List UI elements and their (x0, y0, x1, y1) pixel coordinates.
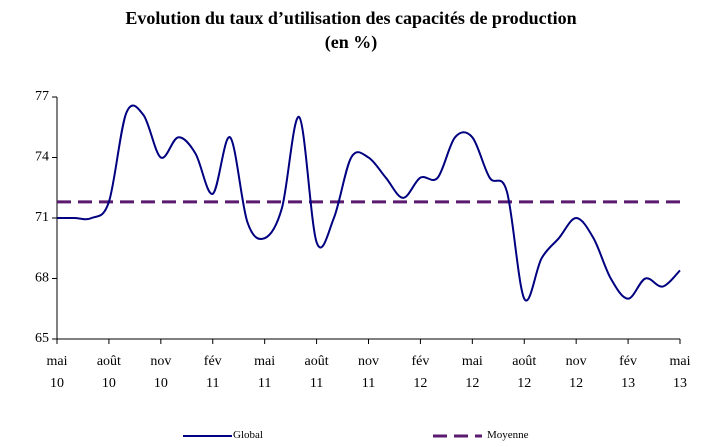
x-tick-label: nov 12 (565, 354, 587, 391)
x-tick-label: mai 10 (46, 354, 68, 391)
x-tick-label: fév 12 (411, 354, 430, 391)
x-tick-label: août 12 (512, 354, 537, 391)
x-tick-label: nov 10 (150, 354, 172, 391)
y-tick-label: 77 (35, 89, 49, 104)
x-tick-label: mai 11 (254, 354, 276, 391)
x-tick-label: mai 13 (669, 354, 691, 391)
line (57, 104, 681, 302)
legend-label: Moyenne (487, 429, 529, 441)
x-tick-label: août 11 (304, 354, 329, 391)
chart-title: Evolution du taux d’utilisation des capa… (125, 8, 577, 28)
y-tick-label: 65 (35, 331, 49, 346)
x-tick-label: août 10 (96, 354, 121, 391)
y-tick-label: 71 (35, 210, 49, 225)
chart-subtitle: (en %) (324, 32, 378, 52)
x-tick-label: fév 11 (203, 354, 222, 391)
y-tick-label: 74 (35, 150, 49, 165)
x-tick-label: fév 13 (619, 354, 638, 391)
y-tick-label: 68 (35, 271, 49, 286)
x-tick-label: mai 12 (461, 354, 483, 391)
x-tick-label: nov 11 (358, 354, 379, 391)
legend-label: Global (233, 429, 263, 441)
